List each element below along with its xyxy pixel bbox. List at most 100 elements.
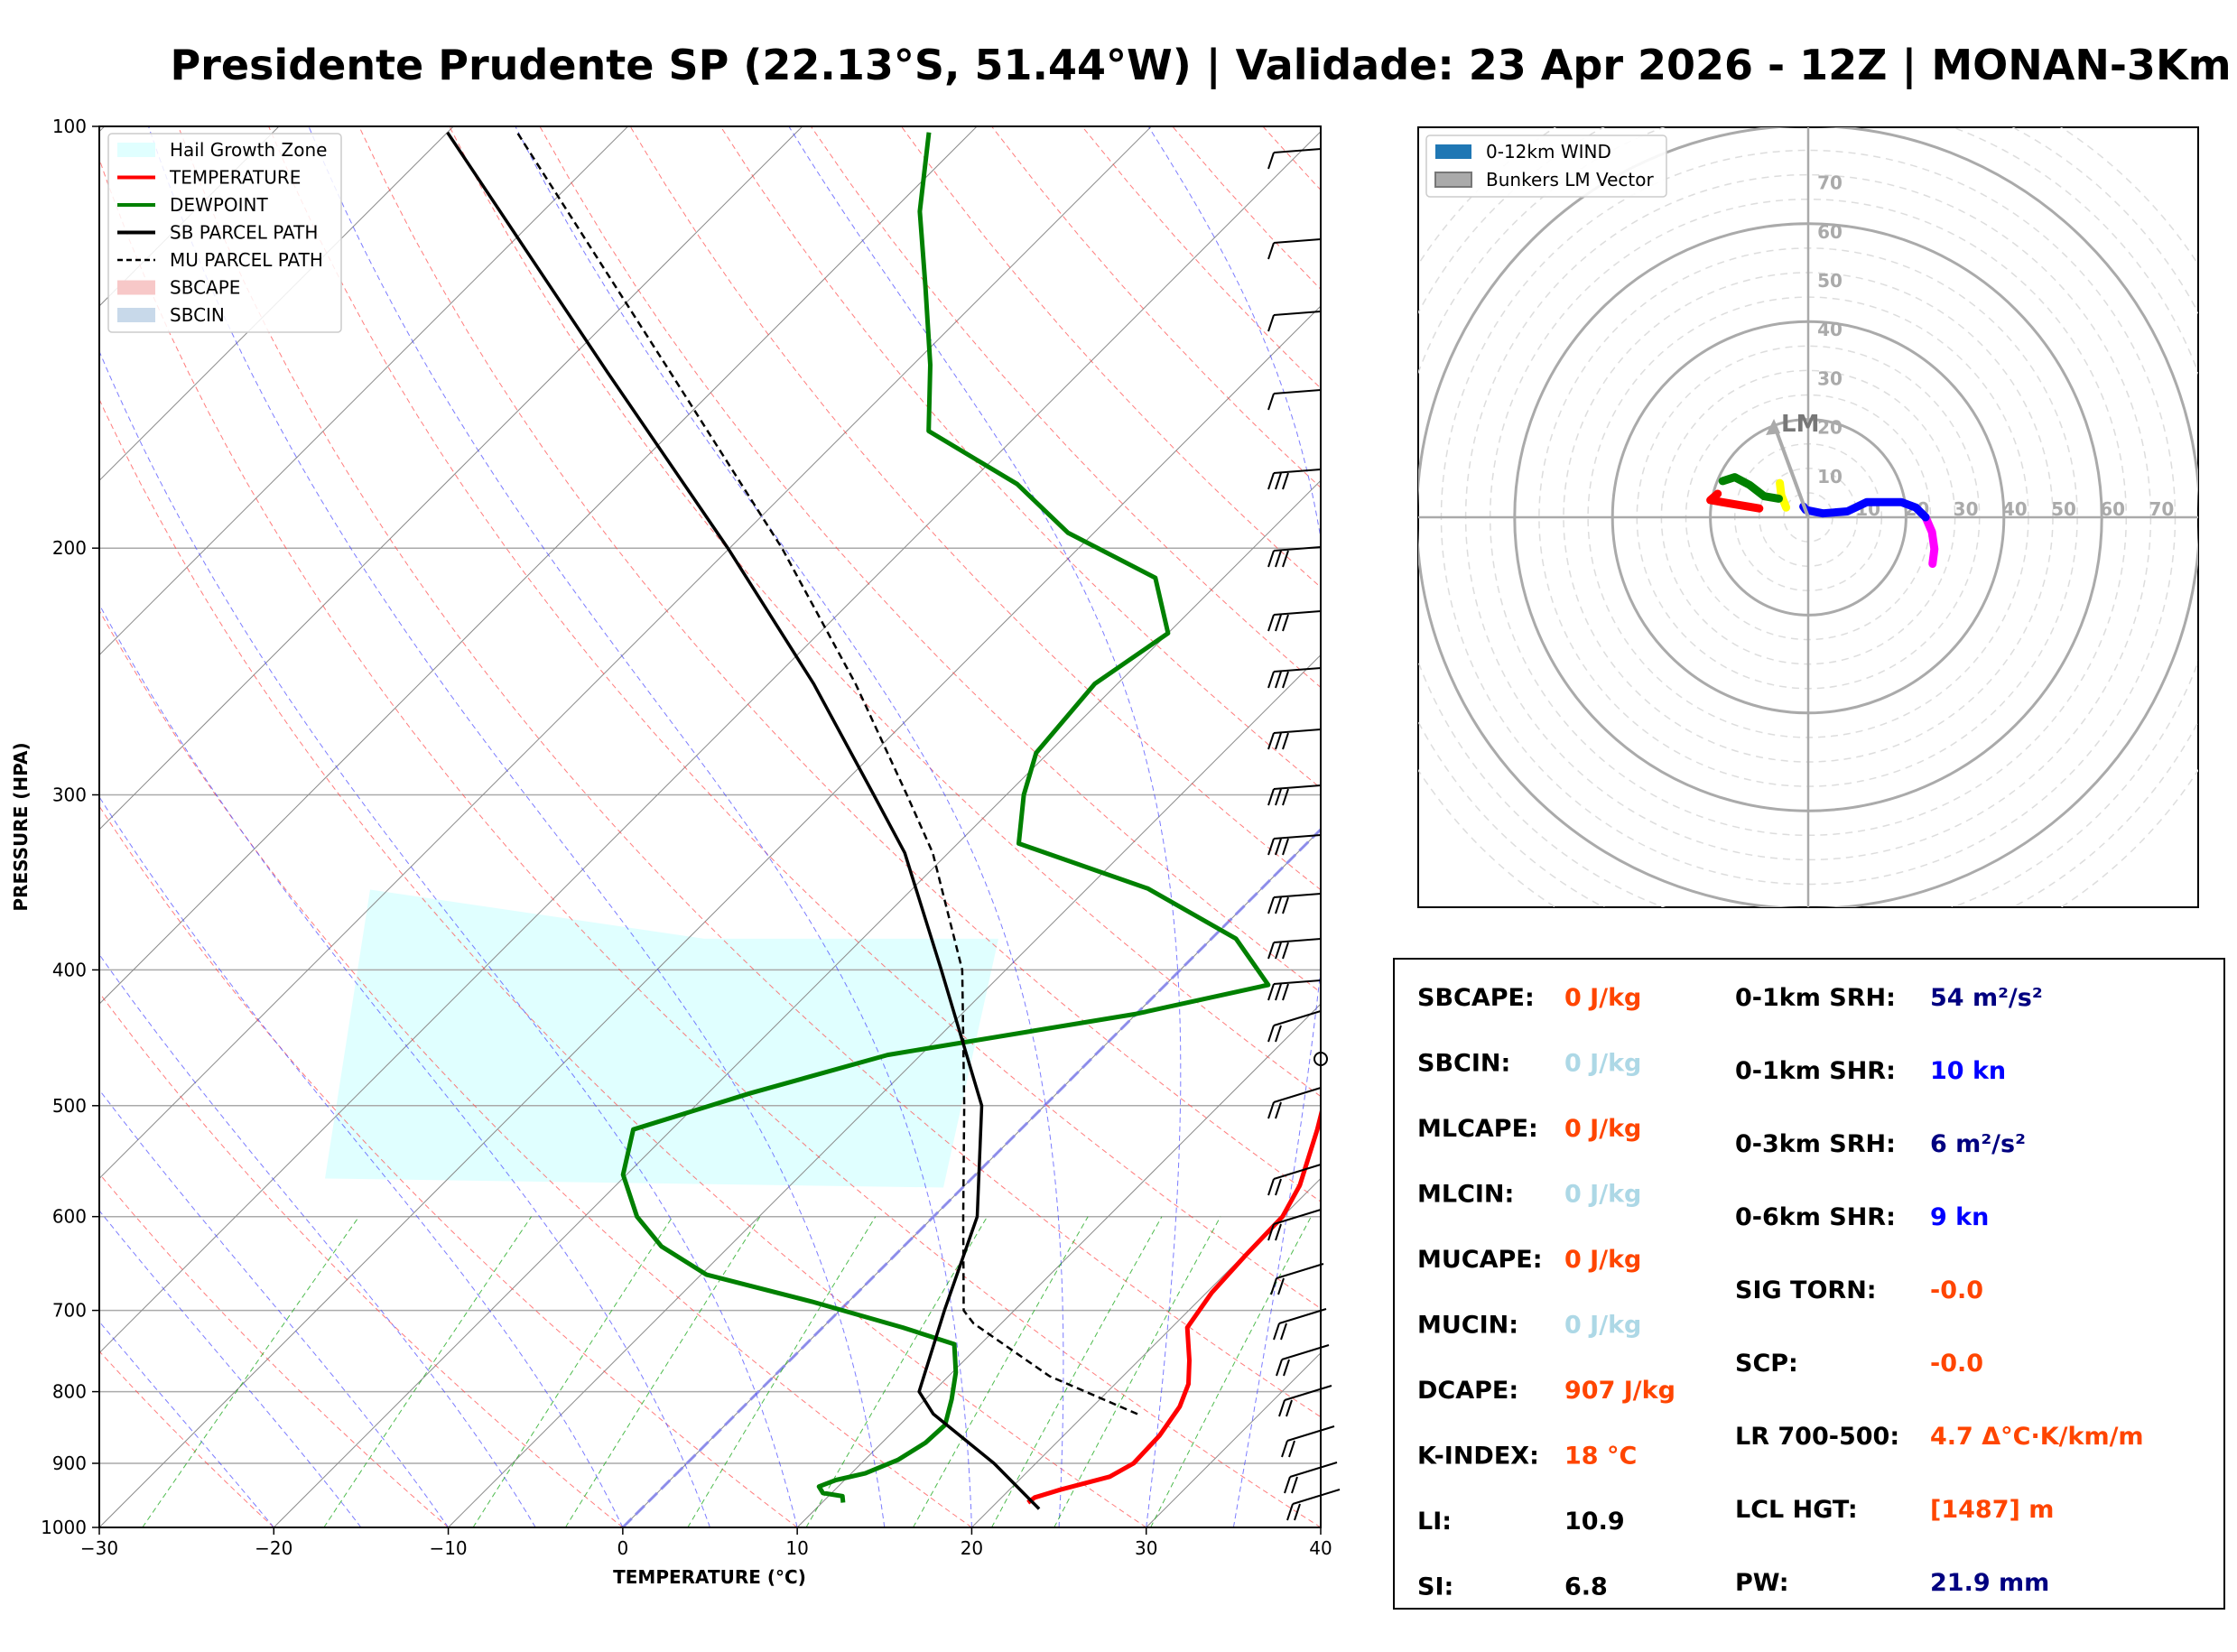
index-value: 4.7 Δ°C·K/km/m [1930,1423,2144,1451]
index-row: PW: 21.9 mm [1735,1569,2049,1597]
legend-swatch [117,308,155,322]
index-label: 0-1km SRH: [1735,984,1896,1012]
dry-adiabat-line [99,805,798,1527]
x-tick-label: 20 [961,1537,983,1559]
index-row: 0-1km SRH: 54 m²/s² [1735,984,2043,1012]
wind-barb-flag [1267,983,1275,1001]
legend-entry: TEMPERATURE [117,167,301,189]
x-tick-label: 40 [1309,1537,1332,1559]
index-value: 10.9 [1564,1508,1625,1536]
legend-label: TEMPERATURE [169,167,301,189]
y-tick-label: 700 [52,1300,87,1322]
wind-barb-flag [1282,472,1289,490]
index-label: LR 700-500: [1735,1423,1899,1451]
wind-barb-flag [1267,788,1275,806]
wind-barb [1267,546,1322,568]
hodograph-wind-segment [1776,478,1791,512]
wind-barb-staff [1273,834,1322,840]
series-dewpoint [620,132,1271,1503]
wind-barb-staff [1273,610,1322,616]
index-label: K-INDEX: [1417,1443,1539,1471]
wind-barb-staff [1273,311,1322,316]
wind-barb [1267,311,1322,332]
legend-label: DEWPOINT [170,194,268,216]
index-value: [1487] m [1930,1496,2054,1524]
y-tick-label: 800 [52,1381,87,1403]
figure-title: Presidente Prudente SP (22.13°S, 51.44°W… [170,41,2231,90]
legend-swatch [117,143,155,157]
wind-barb-flag [1267,1223,1275,1241]
x-tick-label: −30 [80,1537,118,1559]
wind-barb-flag [1270,1277,1277,1295]
mixing-ratio-line [472,1216,673,1527]
wind-barb-flag [1275,896,1282,914]
skew-t-frame [98,125,1322,1528]
mixing-ratio-line [323,1216,533,1527]
wind-barb-flag [1275,1101,1282,1119]
hodograph-legend-swatch [1435,144,1471,159]
legend-label: SB PARCEL PATH [170,222,318,244]
mixing-ratio-line [687,1216,877,1527]
wind-barb-flag [1267,472,1275,490]
index-row: SBCAPE: 0 J/kg [1417,984,1641,1012]
wind-barb-flag [1280,1323,1287,1341]
index-label: SBCAPE: [1417,984,1535,1012]
legend-box [107,133,342,333]
index-label: SBCIN: [1417,1050,1510,1078]
index-label: MLCIN: [1417,1181,1514,1209]
index-row: 0-3km SRH: 6 m²/s² [1735,1130,2026,1158]
wind-barb [1278,1385,1332,1417]
wind-barb-staff [1273,389,1322,394]
index-value: 18 °C [1564,1443,1637,1471]
wind-barb-flag [1267,1178,1275,1196]
wind-barb [1273,1308,1327,1341]
hodograph-u-tick: 30 [1954,498,1979,520]
mixing-ratio-line [805,1216,989,1527]
wind-barb-flag [1275,983,1282,1001]
index-value: 21.9 mm [1930,1569,2049,1597]
moist-adiabat-line [99,795,624,1527]
wind-barb-flag [1273,1323,1280,1341]
wind-barb-flag [1267,242,1275,260]
index-row: MUCAPE: 0 J/kg [1417,1246,1641,1274]
wind-barb [1267,1164,1322,1196]
index-label: 0-3km SRH: [1735,1130,1896,1158]
legend-entry: SB PARCEL PATH [117,222,318,244]
wind-barb-flag [1275,671,1282,689]
legend-entry: SBCAPE [117,277,240,299]
isotherm-line [971,1177,1321,1527]
dry-adiabat-line [99,157,1321,1527]
wind-barb [1267,389,1322,411]
hodograph-legend-swatch [1434,172,1472,188]
index-value: 0 J/kg [1564,984,1641,1012]
index-value: -0.0 [1930,1350,1983,1378]
y-tick-label: 300 [52,784,87,805]
wind-barb [1267,784,1322,806]
wind-barb-staff [1273,979,1322,985]
moist-adiabat-line [99,603,710,1527]
wind-barb-staff [1286,1425,1335,1442]
index-value: -0.0 [1930,1276,1983,1304]
isotherm-line [99,126,978,1005]
index-value: 907 J/kg [1564,1377,1675,1405]
hodograph-v-tick: 10 [1817,466,1843,487]
moist-adiabat-line [148,126,886,1527]
dry-adiabat-line [268,126,1321,1310]
skew-t-chart: −30 −20 −10 0 10 20 30 40 1000 900 800 700 600 500 400… [10,116,1341,1588]
legend-entry: MU PARCEL PATH [117,249,323,271]
hodograph-legend-label: 0-12km WIND [1486,141,1611,162]
wind-barb-flag [1267,896,1275,914]
wind-barb [1281,1425,1335,1458]
wind-barb [1267,610,1322,632]
wind-barb-staff [1273,729,1322,734]
hodograph-wind-segment [1706,489,1764,513]
series-mu-parcel-path [515,132,1138,1415]
legend-label: SBCIN [170,304,225,326]
skew-t-background-lines [99,126,1321,1527]
x-tick-label: 30 [1135,1537,1157,1559]
wind-barb-flag [1282,983,1289,1001]
wind-barb-staff [1273,1164,1322,1180]
wind-barb [1267,893,1322,914]
bunkers-lm-vector [1772,423,1810,518]
